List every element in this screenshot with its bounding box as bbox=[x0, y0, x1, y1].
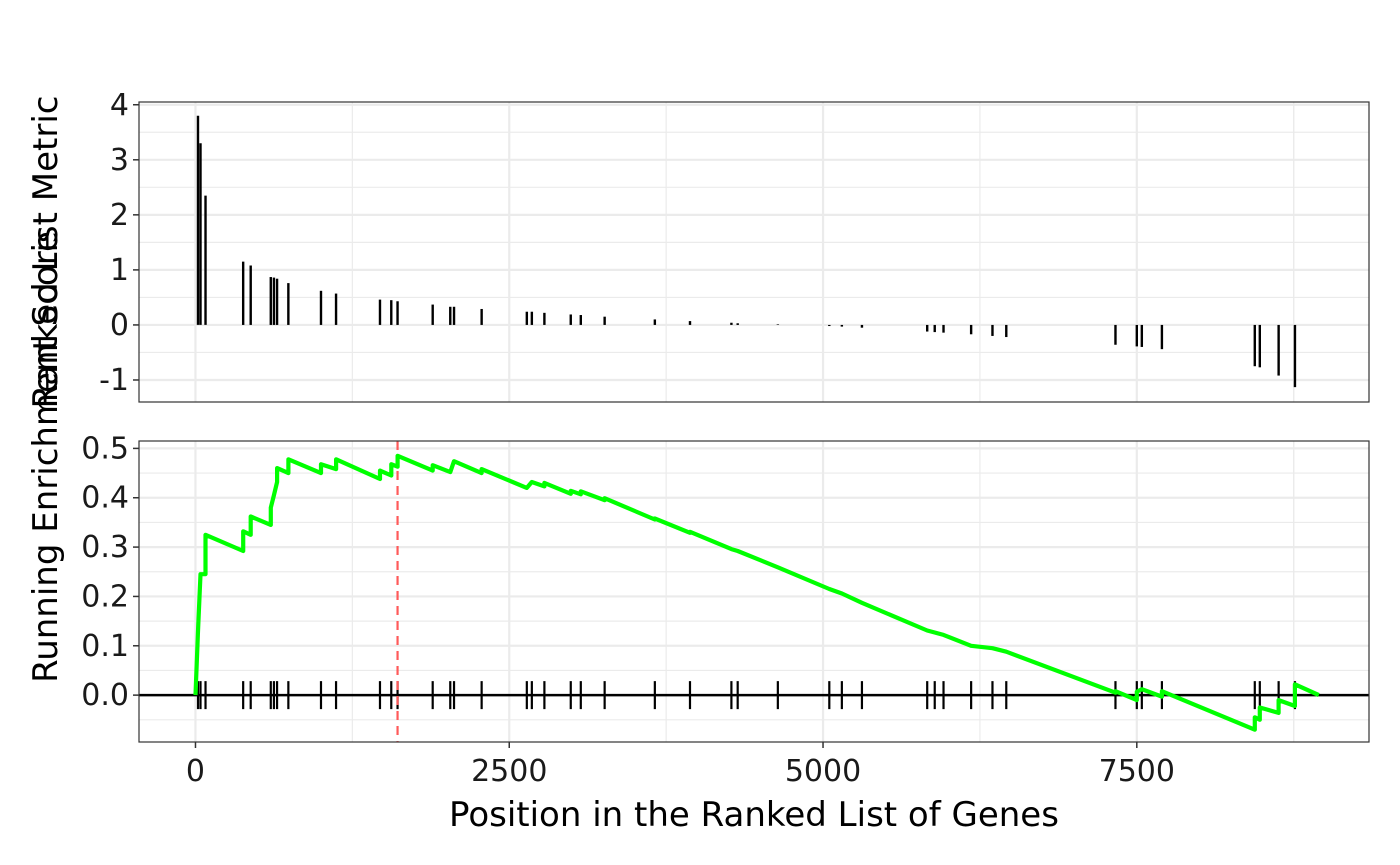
running-es-line bbox=[193, 453, 1320, 732]
x-tick-label: 7500 bbox=[1099, 754, 1175, 789]
top-y-axis-title: Ranked List Metric bbox=[26, 96, 66, 409]
y-tick-label: 0.3 bbox=[81, 530, 129, 565]
x-tick-label: 0 bbox=[186, 754, 205, 789]
ranked-metric-grid bbox=[139, 102, 1369, 402]
ranked-metric-panel: 4 3 2 1 0 -1 bbox=[99, 88, 1370, 403]
y-tick-label: 0.1 bbox=[81, 629, 129, 664]
ranked-metric-bars bbox=[196, 115, 1297, 388]
y-tick-label: 0.2 bbox=[81, 579, 129, 614]
y-tick-label: 0.0 bbox=[81, 678, 129, 713]
ranked-metric-panel-border bbox=[138, 101, 1370, 403]
y-tick-label: 0 bbox=[110, 308, 129, 343]
x-axis-title: Position in the Ranked List of Genes bbox=[449, 795, 1059, 835]
y-tick-label: -1 bbox=[99, 363, 129, 398]
y-tick-label: 0.5 bbox=[81, 431, 129, 466]
y-tick-label: 0.4 bbox=[81, 481, 129, 516]
x-axis-ticks: 0 2500 5000 7500 bbox=[186, 742, 1175, 789]
y-tick-label: 2 bbox=[110, 198, 129, 233]
enrichment-score-grid bbox=[139, 441, 1369, 742]
x-tick-label: 5000 bbox=[785, 754, 861, 789]
enrichment-score-y-ticks: 0.5 0.4 0.3 0.2 0.1 0.0 bbox=[81, 431, 139, 713]
x-tick-label: 2500 bbox=[471, 754, 547, 789]
y-tick-label: 1 bbox=[110, 253, 129, 288]
enrichment-score-panel-border bbox=[138, 440, 1370, 743]
gene-hit-markers bbox=[196, 681, 1297, 710]
enrichment-score-panel: 0.5 0.4 0.3 0.2 0.1 0.0 bbox=[81, 431, 1370, 743]
y-tick-label: 3 bbox=[110, 143, 129, 178]
y-tick-label: 4 bbox=[110, 88, 129, 123]
bottom-y-axis-title: Running Enrichment Score bbox=[26, 231, 66, 683]
ranked-metric-y-ticks: 4 3 2 1 0 -1 bbox=[99, 88, 139, 398]
